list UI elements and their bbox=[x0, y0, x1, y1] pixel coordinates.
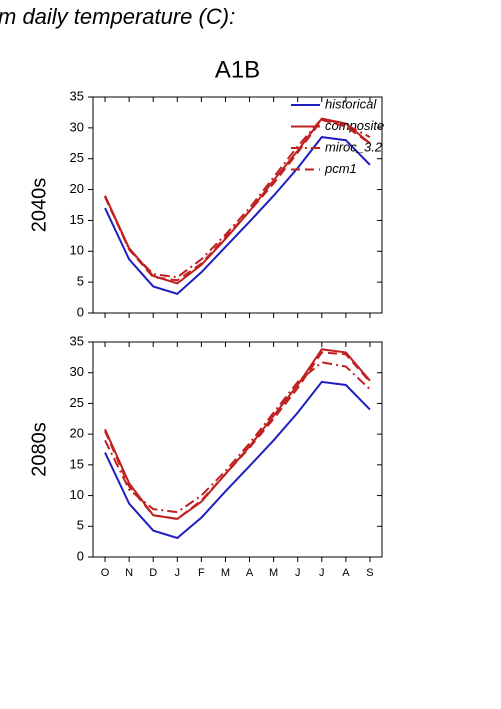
y-tick-label: 25 bbox=[70, 395, 84, 410]
y-tick-label: 15 bbox=[70, 456, 84, 471]
x-tick-label: O bbox=[101, 567, 110, 579]
legend-label: historical bbox=[325, 96, 377, 111]
series-line bbox=[104, 348, 371, 520]
y-tick-label: 30 bbox=[70, 119, 84, 134]
x-tick-label: J bbox=[175, 567, 181, 579]
series-line bbox=[104, 380, 371, 540]
x-tick-label: J bbox=[319, 567, 325, 579]
series-line bbox=[104, 361, 371, 514]
series-line bbox=[104, 136, 371, 295]
y-tick-label: 10 bbox=[70, 243, 84, 258]
series-line bbox=[104, 118, 371, 282]
x-tick-label: M bbox=[269, 567, 278, 579]
legend-label: pcm1 bbox=[324, 161, 357, 176]
y-tick-label: 35 bbox=[70, 333, 84, 348]
x-tick-label: S bbox=[366, 567, 373, 579]
y-tick-label: 15 bbox=[70, 212, 84, 227]
x-tick-label: A bbox=[246, 567, 254, 579]
legend-label: miroc_3.2 bbox=[325, 139, 383, 154]
y-axis-label: 2080s bbox=[28, 422, 50, 477]
y-tick-label: 25 bbox=[70, 150, 84, 165]
y-tick-label: 5 bbox=[77, 274, 84, 289]
plot-frame bbox=[92, 96, 383, 314]
y-tick-label: 0 bbox=[77, 548, 84, 563]
series-line bbox=[104, 117, 371, 279]
x-tick-label: J bbox=[295, 567, 301, 579]
y-tick-label: 10 bbox=[70, 487, 84, 502]
y-tick-label: 0 bbox=[77, 304, 84, 319]
x-tick-label: D bbox=[149, 567, 157, 579]
x-tick-label: A bbox=[342, 567, 350, 579]
panel-title: A1B bbox=[215, 56, 260, 83]
y-tick-label: 5 bbox=[77, 518, 84, 533]
y-tick-label: 20 bbox=[70, 181, 84, 196]
y-tick-label: 35 bbox=[70, 88, 84, 103]
x-tick-label: M bbox=[221, 567, 230, 579]
legend-label: composite bbox=[325, 118, 384, 133]
y-tick-label: 20 bbox=[70, 426, 84, 441]
plot-frame bbox=[92, 341, 383, 558]
page-title: m daily temperature (C): bbox=[0, 4, 235, 29]
x-tick-label: F bbox=[198, 567, 205, 579]
series-line bbox=[104, 351, 371, 520]
x-tick-label: N bbox=[125, 567, 133, 579]
y-tick-label: 30 bbox=[70, 364, 84, 379]
y-axis-label: 2040s bbox=[28, 178, 50, 233]
